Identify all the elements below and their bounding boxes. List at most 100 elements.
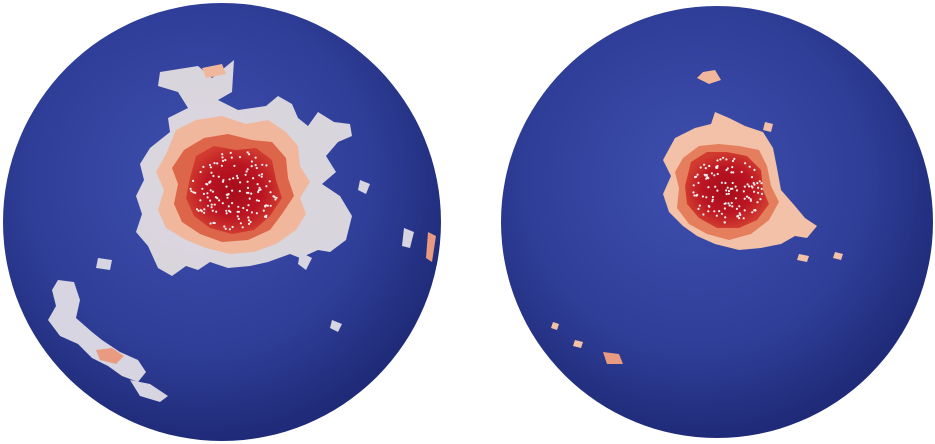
sample-point bbox=[258, 186, 261, 189]
sample-point bbox=[239, 222, 242, 225]
sample-point bbox=[724, 202, 727, 205]
sample-point bbox=[250, 160, 253, 163]
sample-point bbox=[228, 209, 231, 212]
patch bbox=[330, 320, 342, 332]
core-region bbox=[186, 146, 282, 234]
sample-point bbox=[757, 186, 760, 189]
sample-point bbox=[246, 151, 249, 154]
patch bbox=[833, 252, 843, 260]
sample-point bbox=[224, 227, 227, 230]
sample-point bbox=[272, 195, 275, 198]
sample-point bbox=[237, 217, 240, 220]
sample-point bbox=[236, 177, 239, 180]
sample-point bbox=[213, 162, 216, 165]
sample-point bbox=[713, 174, 716, 177]
sample-point bbox=[751, 186, 754, 189]
sample-point bbox=[245, 170, 248, 173]
sample-point bbox=[728, 204, 731, 207]
sample-point bbox=[268, 180, 271, 183]
sample-point bbox=[226, 193, 229, 196]
sample-point bbox=[231, 225, 234, 229]
sample-point bbox=[192, 191, 195, 194]
sample-points bbox=[692, 156, 764, 224]
sample-point bbox=[247, 219, 251, 222]
sample-point bbox=[696, 173, 699, 176]
sample-point bbox=[214, 196, 217, 199]
sample-point bbox=[238, 190, 241, 193]
sample-point bbox=[731, 205, 734, 208]
sample-point bbox=[730, 201, 733, 205]
sample-point bbox=[189, 187, 192, 190]
sample-point bbox=[744, 162, 747, 165]
sample-point bbox=[252, 177, 255, 180]
sample-point bbox=[739, 213, 742, 216]
sample-point bbox=[257, 199, 260, 202]
sample-point bbox=[743, 197, 746, 200]
sample-point bbox=[199, 170, 202, 174]
sample-point bbox=[255, 212, 258, 215]
sample-point bbox=[233, 164, 236, 167]
sample-point bbox=[231, 189, 234, 192]
sample-point bbox=[734, 197, 737, 200]
sample-point bbox=[260, 175, 263, 178]
patch bbox=[426, 232, 436, 262]
sample-point bbox=[733, 157, 736, 160]
sample-point bbox=[727, 189, 731, 193]
sample-point bbox=[722, 156, 725, 159]
sample-point bbox=[760, 192, 764, 195]
sample-point bbox=[246, 180, 249, 183]
sample-point bbox=[708, 164, 711, 168]
sample-point bbox=[231, 202, 234, 205]
sample-point bbox=[731, 166, 734, 169]
sample-point bbox=[716, 189, 719, 192]
sample-point bbox=[250, 165, 253, 168]
sample-point bbox=[212, 174, 215, 178]
patch bbox=[298, 252, 312, 270]
sample-point bbox=[236, 215, 239, 218]
sample-point bbox=[698, 204, 701, 207]
sample-point bbox=[754, 209, 757, 212]
sample-point bbox=[750, 176, 754, 179]
sample-point bbox=[210, 203, 213, 206]
sample-point bbox=[203, 211, 206, 214]
sample-point bbox=[209, 199, 212, 202]
sample-point bbox=[242, 206, 245, 210]
sample-point bbox=[216, 162, 219, 165]
sample-point bbox=[257, 190, 260, 194]
sample-point bbox=[703, 163, 706, 166]
sample-point bbox=[747, 196, 750, 199]
sample-point bbox=[720, 181, 723, 184]
sample-point bbox=[713, 210, 716, 213]
sample-point bbox=[222, 179, 225, 182]
sample-point bbox=[703, 173, 706, 176]
sample-point bbox=[693, 194, 696, 197]
sample-point bbox=[249, 220, 252, 224]
sample-point bbox=[248, 197, 251, 200]
sample-point bbox=[211, 209, 214, 212]
sample-point bbox=[759, 198, 762, 201]
sample-point bbox=[734, 185, 737, 188]
patch bbox=[202, 64, 226, 78]
sample-point bbox=[195, 208, 199, 211]
sample-point bbox=[707, 177, 710, 180]
sample-point bbox=[708, 205, 711, 208]
sample-point bbox=[727, 192, 730, 195]
sample-point bbox=[265, 185, 268, 188]
sample-point bbox=[221, 153, 224, 156]
sample-point bbox=[203, 208, 206, 211]
sample-point bbox=[254, 156, 257, 159]
sample-point bbox=[256, 183, 259, 186]
sample-point bbox=[723, 221, 726, 224]
sample-point bbox=[692, 191, 695, 194]
patch bbox=[130, 380, 168, 402]
sample-points bbox=[189, 151, 278, 231]
sample-point bbox=[711, 198, 714, 201]
sample-point bbox=[224, 158, 227, 162]
sample-point bbox=[202, 165, 205, 168]
sample-point bbox=[247, 204, 250, 207]
sample-point bbox=[209, 180, 212, 183]
sample-point bbox=[250, 192, 253, 195]
sample-point bbox=[218, 199, 221, 202]
right-sphere-render bbox=[501, 6, 933, 438]
